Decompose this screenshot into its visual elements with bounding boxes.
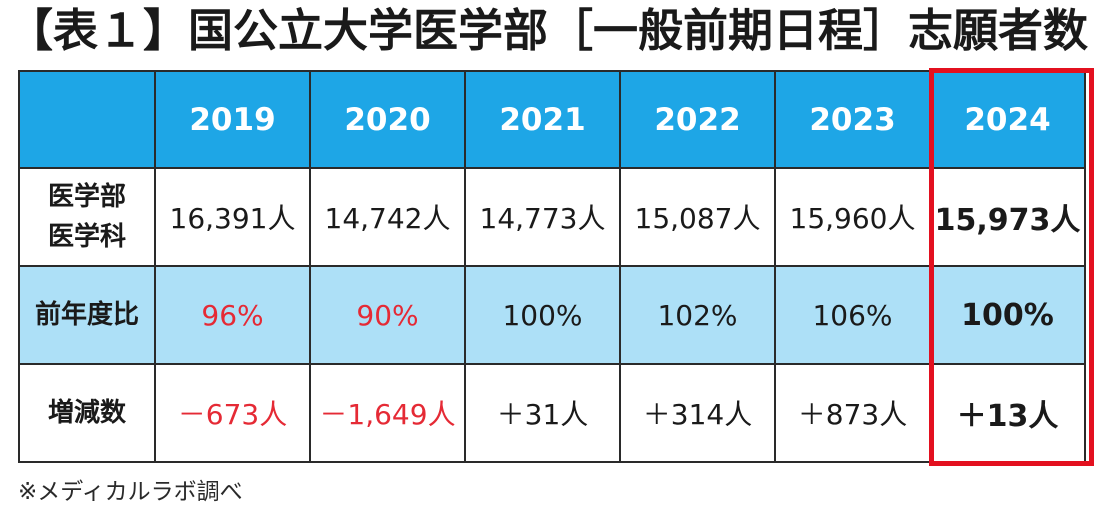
- table-row-yoy-ratio: 前年度比 96% 90% 100% 102% 106% 100%: [18, 265, 1086, 365]
- change-2022: ＋314人: [619, 363, 776, 463]
- row-label-yoy-ratio: 前年度比: [18, 265, 156, 365]
- ratio-2019: 96%: [154, 265, 311, 365]
- row-label-applicants: 医学部 医学科: [18, 167, 156, 267]
- applicants-2020: 14,742人: [309, 167, 466, 267]
- ratio-2020: 90%: [309, 265, 466, 365]
- applicants-2024: 15,973人: [929, 167, 1086, 267]
- change-2024: ＋13人: [929, 363, 1086, 463]
- applicants-table: 2019 2020 2021 2022 2023 2024 医学部 医学科 16…: [18, 70, 1086, 463]
- applicants-2019: 16,391人: [154, 167, 311, 267]
- header-row: 2019 2020 2021 2022 2023 2024: [18, 70, 1086, 169]
- source-note: ※メディカルラボ調べ: [18, 479, 243, 505]
- header-corner-cell: [18, 70, 156, 169]
- change-2021: ＋31人: [464, 363, 621, 463]
- applicants-2022: 15,087人: [619, 167, 776, 267]
- applicants-2023: 15,960人: [774, 167, 931, 267]
- table-title: 【表１】国公立大学医学部［一般前期日程］志願者数: [8, 4, 1089, 57]
- header-year-2019: 2019: [154, 70, 311, 169]
- header-year-2022: 2022: [619, 70, 776, 169]
- header-year-2021: 2021: [464, 70, 621, 169]
- table-row-change: 増減数 －673人 －1,649人 ＋31人 ＋314人 ＋873人 ＋13人: [18, 363, 1086, 463]
- row-label-line2: 医学科: [47, 222, 126, 252]
- ratio-2024: 100%: [929, 265, 1086, 365]
- header-year-2023: 2023: [774, 70, 931, 169]
- change-2023: ＋873人: [774, 363, 931, 463]
- change-2019: －673人: [154, 363, 311, 463]
- change-2020: －1,649人: [309, 363, 466, 463]
- ratio-2022: 102%: [619, 265, 776, 365]
- row-label-line1: 医学部: [47, 182, 126, 212]
- header-year-2020: 2020: [309, 70, 466, 169]
- applicants-2021: 14,773人: [464, 167, 621, 267]
- ratio-2021: 100%: [464, 265, 621, 365]
- table-row-applicants: 医学部 医学科 16,391人 14,742人 14,773人 15,087人 …: [18, 167, 1086, 267]
- header-year-2024: 2024: [929, 70, 1086, 169]
- ratio-2023: 106%: [774, 265, 931, 365]
- row-label-change: 増減数: [18, 363, 156, 463]
